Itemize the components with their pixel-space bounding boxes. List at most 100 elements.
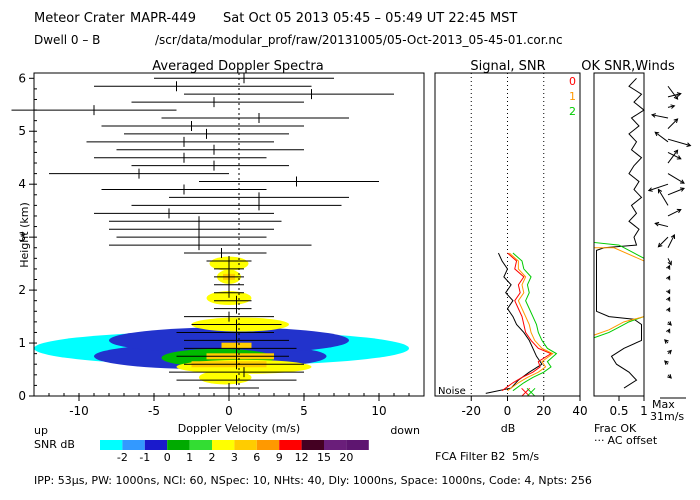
legend-1: 1 — [569, 90, 576, 103]
footer-params: IPP: 53μs, PW: 1000ns, NCI: 60, NSpec: 1… — [34, 474, 592, 487]
snr-line-signal — [485, 252, 543, 394]
wind-arrow — [667, 209, 682, 217]
wind-arrow-head — [676, 155, 682, 160]
wind-arrow-head — [647, 187, 653, 192]
height-tick-label: 6 — [18, 71, 26, 85]
scale-swatch — [234, 440, 257, 450]
wind-arrow-head — [667, 260, 672, 266]
wind-arrow — [667, 105, 675, 108]
wind-arrow-head — [673, 118, 679, 123]
db-tick-label: 0 — [504, 404, 512, 418]
ok-title: OK SNR,Winds — [581, 59, 675, 74]
noise-marker — [526, 387, 536, 397]
scale-swatch — [212, 440, 235, 450]
wind-arrow-head — [667, 374, 672, 379]
scale-tick-label: 1 — [186, 451, 193, 464]
wind-arrow-head — [686, 142, 692, 147]
wind-arrow — [667, 85, 678, 100]
scale-tick-label: 20 — [339, 451, 353, 464]
scale-swatch — [346, 440, 369, 450]
legend-2: 2 — [569, 105, 576, 118]
scale-tick-label: 3 — [231, 451, 238, 464]
fca-speed-label: 5m/s — [512, 450, 539, 463]
db-tick-label: 40 — [572, 404, 587, 418]
wind-arrow — [648, 183, 669, 192]
scale-swatch — [301, 440, 324, 450]
snr-line-1 — [507, 252, 554, 392]
scale-tick-label: -2 — [117, 451, 128, 464]
snr-line-0 — [501, 252, 553, 392]
db-axis-label: dB — [501, 422, 516, 435]
velocity-tick-label: 0 — [225, 404, 233, 418]
scale-label: SNR dB — [34, 438, 75, 451]
wind-arrow — [667, 118, 678, 129]
wind-arrow — [667, 258, 672, 265]
frac-line-orange — [593, 247, 645, 336]
height-tick-label: 3 — [18, 230, 26, 244]
db-tick-label: -20 — [461, 404, 481, 418]
snr-line-2 — [512, 252, 558, 392]
frac-tick-label: 0.5 — [609, 404, 628, 418]
velocity-tick-label: -5 — [148, 404, 160, 418]
down-label: down — [390, 424, 420, 437]
wind-arrow-head — [650, 113, 656, 118]
scale-swatch — [324, 440, 347, 450]
wind-arrow-head — [666, 307, 671, 313]
wind-arrow-head — [657, 242, 663, 248]
spectra-heatmap — [34, 256, 409, 385]
ac-offset-note: ··· AC offset — [594, 434, 658, 447]
signal-lines — [485, 252, 558, 397]
scale-swatch — [189, 440, 212, 450]
frac-ok-label: Frac OK — [594, 422, 637, 435]
wind-arrow-head — [667, 321, 672, 326]
wind-arrow-head — [666, 328, 671, 334]
wind-arrow-head — [670, 104, 676, 109]
frac-ok-frame — [593, 72, 645, 397]
height-tick-label: 5 — [18, 124, 26, 138]
wind-arrow-head — [664, 339, 669, 344]
wind-arrow — [667, 234, 675, 248]
height-tick-label: 2 — [18, 283, 26, 297]
frac-tick-label: 1 — [640, 404, 648, 418]
frac-ok-lines — [593, 77, 645, 394]
signal-title: Signal, SNR — [470, 59, 545, 74]
frac-ok-axis: 0.5 1 — [609, 396, 648, 418]
height-tick-label: 4 — [18, 177, 26, 191]
frac-line-frac_ok — [596, 77, 645, 389]
wind-arrow-head — [666, 296, 671, 302]
wind-arrow-head — [673, 149, 679, 155]
wind-arrow-head — [666, 289, 671, 295]
velocity-tick-label: 10 — [371, 404, 386, 418]
plume-yellow — [206, 291, 252, 306]
wind-arrow — [655, 222, 669, 228]
site-name: Meteor Crater — [34, 11, 125, 26]
wind-arrow — [667, 93, 681, 98]
db-tick-label: 20 — [536, 404, 551, 418]
scale-swatch — [279, 440, 302, 450]
scale-swatch — [100, 440, 123, 450]
wind-arrow-head — [676, 208, 682, 214]
scale-tick-label: 0 — [164, 451, 171, 464]
wind-arrow — [658, 236, 669, 248]
wind-arrow — [667, 151, 682, 160]
wind-arrow-head — [679, 179, 685, 184]
scale-tick-label: 2 — [209, 451, 216, 464]
velocity-tick-label: 5 — [300, 404, 308, 418]
wind-arrow-head — [673, 95, 679, 100]
wind-arrow — [657, 189, 669, 206]
scale-tick-label: -1 — [139, 451, 150, 464]
file-path: /scr/data/modular_prof/raw/20131005/05-O… — [155, 33, 563, 47]
scale-swatch — [122, 440, 145, 450]
wind-arrow — [667, 173, 685, 184]
scale-swatch — [256, 440, 280, 450]
height-axis: 0 1 2 3 4 5 6 — [18, 71, 37, 403]
scale-tick-label: 12 — [295, 451, 309, 464]
legend-0: 0 — [569, 75, 576, 88]
wind-arrow — [651, 114, 669, 119]
velocity-axis: -10 -5 0 5 10 — [33, 393, 425, 418]
scale-tick-label: 9 — [276, 451, 283, 464]
wind-arrow-head — [679, 187, 685, 192]
spectra-title: Averaged Doppler Spectra — [152, 59, 323, 74]
scale-tick-label: 6 — [253, 451, 260, 464]
